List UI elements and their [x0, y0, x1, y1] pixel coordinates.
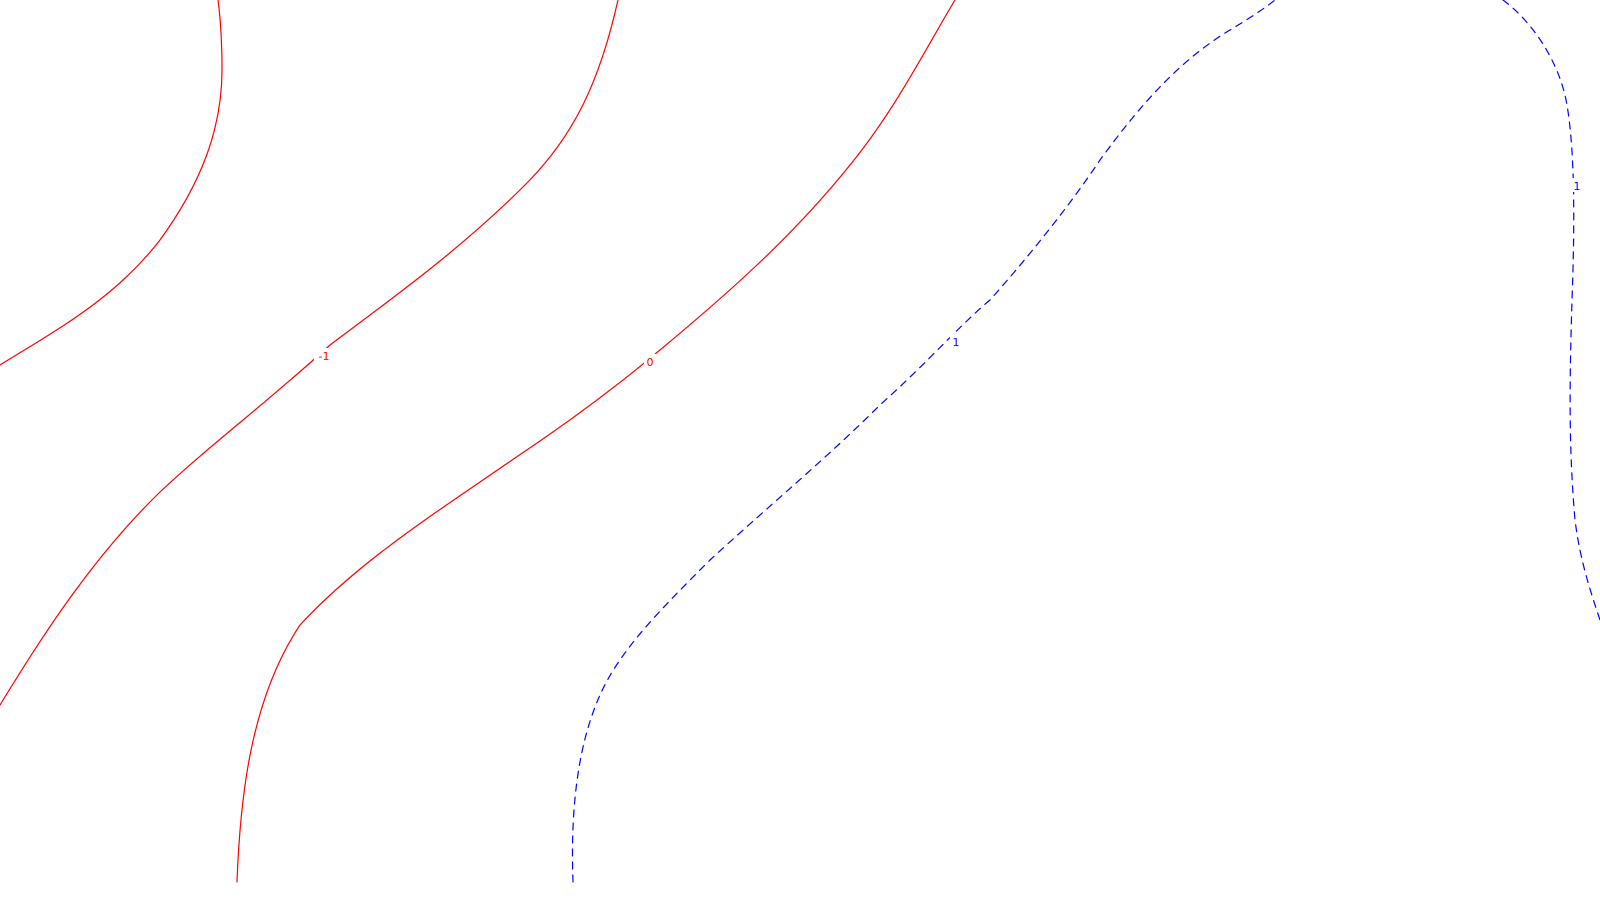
contour-line-level-1-seg-0: [571, 0, 1276, 883]
contour-line-level-neg1-seg-0: [0, 0, 223, 366]
contour-label-background: [314, 348, 334, 362]
contour-label-background: [950, 334, 962, 348]
contour-line-level-0-seg-0: [236, 0, 956, 883]
contour-line-level-neg1-seg-1: [0, 0, 619, 706]
contour-label-level-neg1: -1: [319, 350, 330, 363]
contour-label-level-0: 0: [647, 356, 654, 369]
contour-label-background: [644, 354, 656, 368]
contour-label-level-1: 1: [1574, 180, 1581, 193]
contour-label-level-1: 1: [953, 336, 960, 349]
contour-label-background: [1571, 178, 1583, 192]
contour-line-level-1-seg-1: [1502, 0, 1600, 621]
contour-labels-layer: -1 0 1 1: [314, 178, 1583, 369]
